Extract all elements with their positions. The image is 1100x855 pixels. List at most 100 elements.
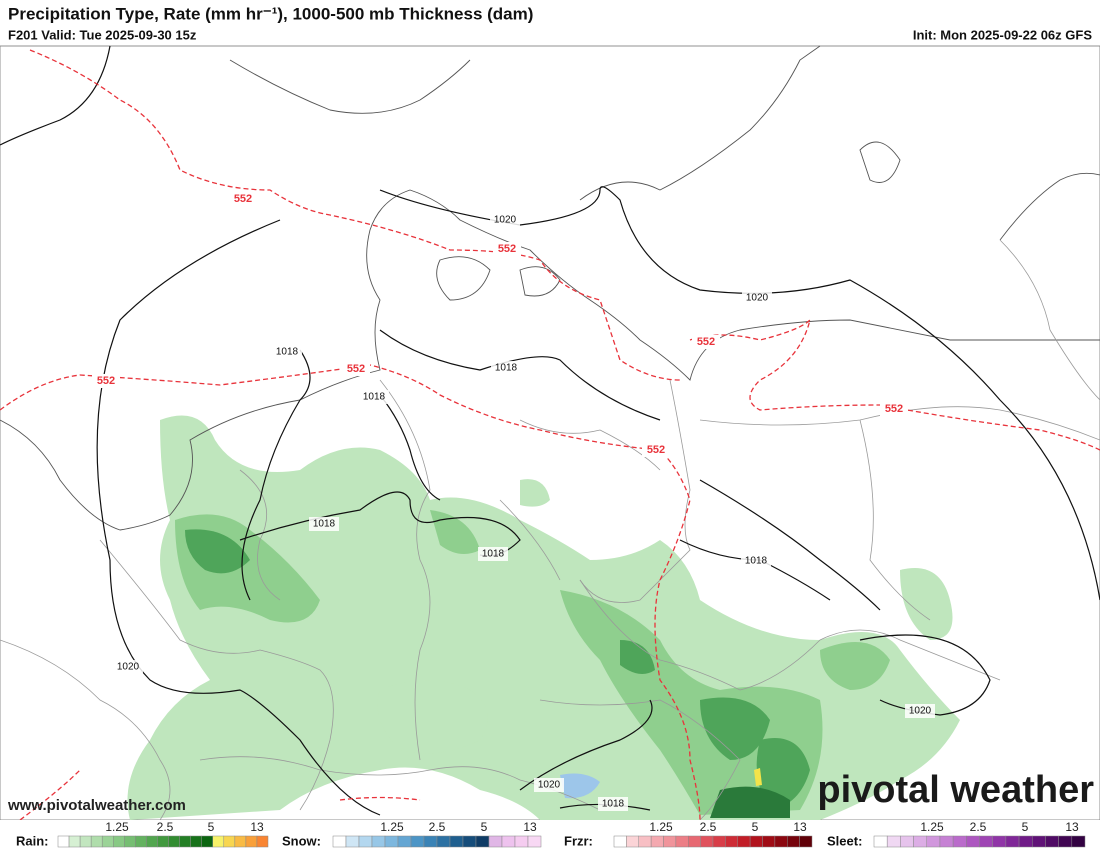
isobar-label: 1018 — [363, 392, 386, 403]
legend-swatch — [168, 835, 180, 848]
legend-swatch — [774, 835, 788, 848]
isobar-label: 1020 — [117, 662, 140, 673]
legend-swatch — [157, 835, 169, 848]
label-halo — [359, 390, 389, 404]
isobar-label: 1020 — [538, 780, 561, 791]
legend-swatch — [1005, 835, 1020, 848]
legend-swatch — [501, 835, 516, 848]
legend-tick: 2.5 — [970, 820, 987, 834]
legend-swatch — [113, 835, 125, 848]
isobar-label: 1018 — [482, 549, 505, 560]
thickness-label: 552 — [498, 243, 516, 255]
precipitation — [127, 415, 960, 820]
legend-swatch — [223, 835, 236, 848]
legend-swatch — [952, 835, 967, 848]
legend-tick: 13 — [250, 820, 264, 834]
legend-swatch — [90, 835, 103, 848]
label-halo — [272, 345, 302, 359]
isobar-label: 1018 — [276, 347, 299, 358]
legend-swatch — [190, 835, 202, 848]
legend-swatch — [371, 835, 386, 848]
legend-tick: 5 — [1022, 820, 1029, 834]
legend-swatch — [675, 835, 689, 848]
label-halo — [741, 554, 771, 568]
logo: pivotal weather — [817, 769, 1094, 811]
legend-swatch — [135, 835, 147, 848]
legend-tick: 1.25 — [649, 820, 673, 834]
legend-swatch — [613, 835, 627, 848]
label-halo — [491, 361, 521, 375]
legend-swatch — [638, 835, 652, 848]
legend-swatch — [124, 835, 136, 848]
label-halo — [598, 797, 628, 811]
legend-swatch — [886, 835, 901, 848]
label-halo — [92, 374, 120, 388]
legend-swatch — [245, 835, 258, 848]
legend-swatch — [1018, 835, 1033, 848]
legend-tick: 1.25 — [105, 820, 129, 834]
legend-swatch — [939, 835, 954, 848]
legend-swatch — [650, 835, 664, 848]
legend-label: Snow: — [282, 833, 321, 848]
isobar-label: 1020 — [909, 706, 932, 717]
legend-swatch — [979, 835, 993, 848]
legend-swatch — [256, 835, 269, 848]
thickness-label: 552 — [97, 375, 115, 387]
legend: Rain: 1.25 2.5 5 13 Snow: 1.25 2.5 5 13 Frzr: 1.25 2… — [0, 820, 1100, 850]
thickness-label: 552 — [885, 403, 903, 415]
legend-swatch — [992, 835, 1007, 848]
legend-swatch — [762, 835, 776, 848]
thickness-lines — [0, 49, 1100, 821]
isobar-label: 1018 — [602, 799, 625, 810]
legend-tick: 1.25 — [380, 820, 404, 834]
legend-swatch — [462, 835, 477, 848]
thickness-label: 552 — [234, 193, 252, 205]
legend-swatch — [700, 835, 714, 848]
legend-swatch — [345, 835, 360, 848]
legend-swatch — [358, 835, 373, 848]
label-halo — [490, 213, 520, 227]
label-halo — [642, 443, 670, 457]
legend-swatch — [488, 835, 503, 848]
site-url: www.pivotalweather.com — [7, 797, 186, 814]
label-halo — [113, 660, 143, 674]
legend-swatch — [410, 835, 425, 848]
valid-time: F201 Valid: Tue 2025-09-30 15z — [8, 27, 197, 42]
legend-swatch — [799, 835, 813, 848]
label-halo — [309, 517, 339, 531]
legend-swatch — [966, 835, 980, 848]
legend-swatch — [1045, 835, 1059, 848]
legend-swatch — [57, 835, 70, 848]
legend-swatch — [384, 835, 399, 848]
legend-swatch — [749, 835, 763, 848]
label-halo — [493, 242, 521, 256]
legend-swatch — [449, 835, 464, 848]
legend-swatch — [527, 835, 542, 848]
legend-tick: 13 — [523, 820, 537, 834]
map-area: 552 552 552 552 552 552 552 1020 1020 1020 1020 102… — [0, 45, 1100, 821]
legend-swatch — [475, 835, 490, 848]
thickness-label: 552 — [697, 336, 715, 348]
legend-swatch — [101, 835, 114, 848]
legend-swatch — [900, 835, 914, 848]
label-halo — [534, 778, 564, 792]
contour-labels: 552 552 552 552 552 552 552 1020 1020 1020 1020 102… — [92, 192, 935, 811]
legend-swatch — [1058, 835, 1073, 848]
legend-swatch — [423, 835, 438, 848]
legend-swatch — [212, 835, 225, 848]
legend-tick: 5 — [208, 820, 215, 834]
isobar-label: 1018 — [495, 363, 518, 374]
legend-swatch — [179, 835, 191, 848]
legend-swatch — [397, 835, 412, 848]
legend-tick: 5 — [481, 820, 488, 834]
legend-swatch — [436, 835, 451, 848]
legend-label: Sleet: — [827, 833, 862, 848]
legend-label: Frzr: — [564, 833, 593, 848]
legend-tick: 13 — [793, 820, 807, 834]
legend-swatch — [926, 835, 941, 848]
legend-swatch — [79, 835, 92, 848]
label-halo — [342, 362, 370, 376]
label-halo — [880, 402, 908, 416]
